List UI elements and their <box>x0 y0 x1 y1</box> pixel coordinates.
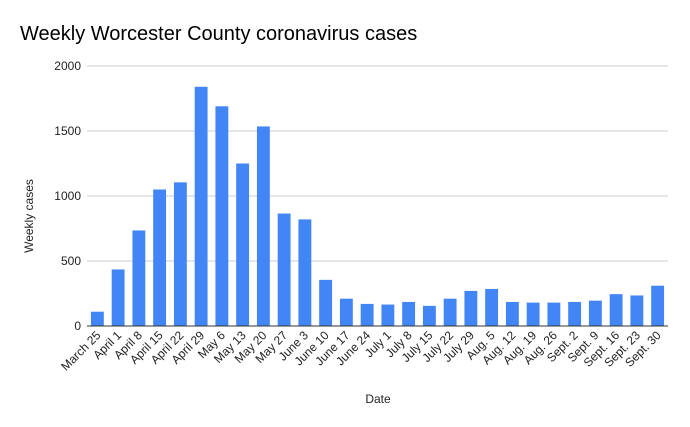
bar <box>360 303 374 326</box>
bar <box>111 269 125 326</box>
y-axis-label: Weekly cases <box>22 179 36 253</box>
bar <box>526 302 540 326</box>
bar <box>132 230 146 326</box>
bar <box>609 294 623 326</box>
bar <box>256 126 270 326</box>
y-tick-label: 1000 <box>54 189 81 203</box>
bar <box>215 106 229 326</box>
bar <box>630 295 644 326</box>
bar <box>319 279 333 326</box>
bar <box>402 301 416 326</box>
bar <box>443 298 457 326</box>
chart-title: Weekly Worcester County coronavirus case… <box>20 23 417 45</box>
bar <box>651 285 665 326</box>
y-axis-ticks: 0 500 1000 1500 2000 <box>54 59 81 333</box>
bar <box>547 302 561 326</box>
bar <box>339 298 353 326</box>
bar <box>236 163 250 326</box>
bar <box>381 304 395 326</box>
bars <box>90 86 665 326</box>
bar <box>173 182 187 326</box>
bar <box>568 301 582 326</box>
bar <box>153 189 167 326</box>
bar <box>588 300 602 326</box>
bar <box>464 290 478 326</box>
bar <box>485 288 499 326</box>
bar <box>422 305 436 326</box>
y-tick-label: 500 <box>61 254 81 268</box>
bar <box>90 311 104 326</box>
bar <box>194 86 208 326</box>
bar <box>505 301 519 326</box>
y-tick-label: 1500 <box>54 124 81 138</box>
bar <box>277 213 291 326</box>
y-tick-label: 2000 <box>54 59 81 73</box>
x-axis-label: Date <box>365 392 391 406</box>
y-tick-label: 0 <box>74 319 81 333</box>
bar <box>298 219 312 326</box>
